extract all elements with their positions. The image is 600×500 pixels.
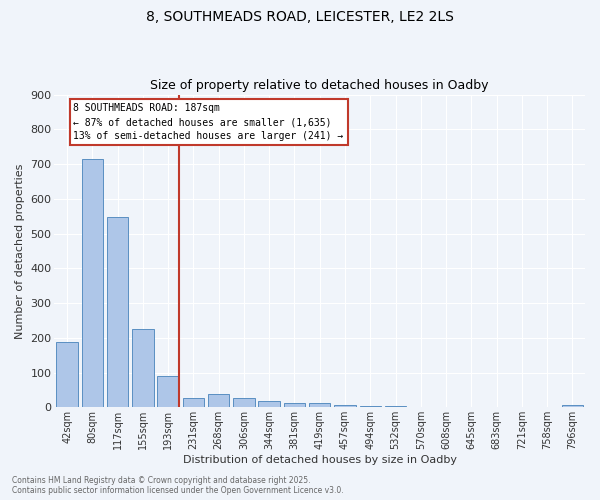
Text: 8, SOUTHMEADS ROAD, LEICESTER, LE2 2LS: 8, SOUTHMEADS ROAD, LEICESTER, LE2 2LS (146, 10, 454, 24)
Bar (436, 406, 457, 408)
Bar (284, 403, 305, 407)
Title: Size of property relative to detached houses in Oadby: Size of property relative to detached ho… (151, 79, 489, 92)
Bar (208, 394, 229, 407)
Bar (334, 404, 356, 407)
Text: 8 SOUTHMEADS ROAD: 187sqm
← 87% of detached houses are smaller (1,635)
13% of se: 8 SOUTHMEADS ROAD: 187sqm ← 87% of detac… (73, 103, 344, 141)
Bar (259, 402, 280, 407)
Bar (132, 329, 154, 407)
Bar (410, 406, 431, 408)
Bar (309, 403, 331, 407)
Text: Contains HM Land Registry data © Crown copyright and database right 2025.
Contai: Contains HM Land Registry data © Crown c… (12, 476, 344, 495)
X-axis label: Distribution of detached houses by size in Oadby: Distribution of detached houses by size … (183, 455, 457, 465)
Bar (385, 406, 406, 407)
Bar (107, 217, 128, 408)
Bar (157, 376, 179, 408)
Bar (359, 406, 381, 407)
Bar (233, 398, 254, 407)
Bar (56, 342, 78, 407)
Bar (562, 404, 583, 407)
Y-axis label: Number of detached properties: Number of detached properties (15, 163, 25, 338)
Bar (82, 159, 103, 408)
Bar (182, 398, 204, 407)
